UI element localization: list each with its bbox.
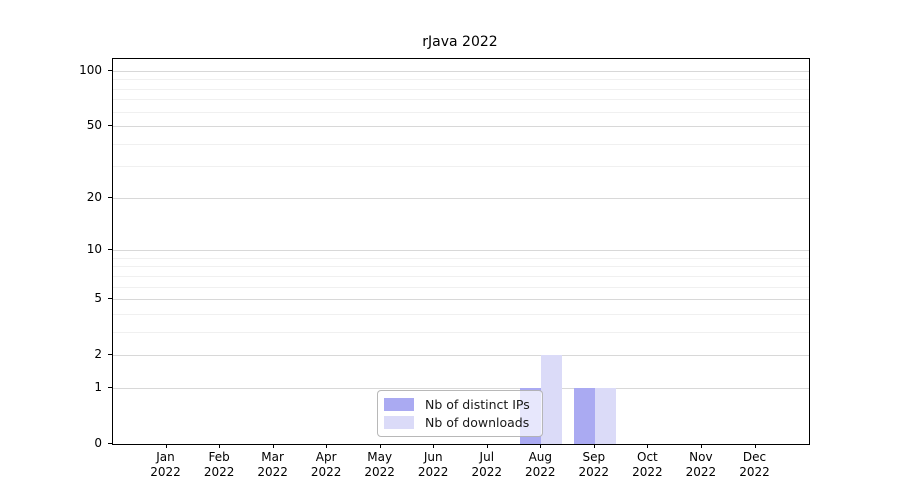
y-tick-label: 10 <box>86 242 102 257</box>
plot-area <box>112 58 810 445</box>
x-tick-mark <box>540 444 542 448</box>
y-tick-mark <box>108 69 112 71</box>
gridline-minor <box>113 313 809 315</box>
y-tick-mark <box>108 443 112 444</box>
y-tick-mark <box>108 249 112 251</box>
y-tick-mark <box>108 298 112 300</box>
x-tick-year: 2022 <box>364 465 395 479</box>
x-tick-month: Jul <box>479 450 495 464</box>
x-tick-label: Oct 2022 <box>615 450 679 480</box>
x-tick-label: Mar 2022 <box>241 450 305 480</box>
x-tick-label: Apr 2022 <box>294 450 358 480</box>
y-tick-mark <box>108 387 112 388</box>
gridline-minor <box>113 143 809 145</box>
x-tick-year: 2022 <box>471 465 503 479</box>
gridline-minor <box>113 275 809 277</box>
x-tick-year: 2022 <box>150 465 181 479</box>
gridline-minor <box>113 79 809 81</box>
x-tick-year: 2022 <box>685 465 717 479</box>
x-tick-month: Nov <box>689 450 713 464</box>
x-tick-label: Jun 2022 <box>401 450 465 480</box>
x-tick-month: Jan <box>156 450 175 464</box>
gridline-minor <box>113 111 809 113</box>
x-tick-label: May 2022 <box>348 450 412 480</box>
x-tick-mark <box>433 444 435 448</box>
y-tick-mark <box>108 354 112 356</box>
x-tick-month: May <box>367 450 393 464</box>
x-tick-label: Nov 2022 <box>669 450 733 480</box>
x-tick-month: Dec <box>742 450 767 464</box>
y-tick-mark <box>108 196 112 198</box>
x-tick-month: Oct <box>637 450 658 464</box>
bar-downloads <box>541 355 563 444</box>
gridline-major <box>113 197 809 199</box>
x-tick-mark <box>165 444 167 448</box>
y-tick-label: 100 <box>79 62 102 77</box>
x-tick-mark <box>219 444 221 448</box>
gridline-major <box>113 250 809 252</box>
y-tick-label: 20 <box>86 189 102 204</box>
y-tick-label: 50 <box>86 118 102 133</box>
legend-label: Nb of downloads <box>425 415 530 431</box>
x-tick-year: 2022 <box>257 465 288 479</box>
x-tick-year: 2022 <box>417 465 449 479</box>
x-tick-year: 2022 <box>310 465 342 479</box>
x-tick-label: Dec 2022 <box>723 450 787 480</box>
x-tick-month: Mar <box>261 450 284 464</box>
x-tick-month: Sep <box>582 450 606 464</box>
gridline-minor <box>113 286 809 288</box>
gridline-major <box>113 70 809 72</box>
legend: Nb of distinct IPs Nb of downloads <box>377 390 543 437</box>
legend-swatch-distinct-ips <box>384 397 414 411</box>
x-tick-month: Feb <box>208 450 230 464</box>
y-tick-label: 2 <box>94 347 102 362</box>
x-tick-year: 2022 <box>578 465 610 479</box>
gridline-minor <box>113 99 809 101</box>
x-tick-label: Feb 2022 <box>187 450 251 480</box>
x-tick-year: 2022 <box>632 465 663 479</box>
x-tick-month: Aug <box>528 450 553 464</box>
x-tick-mark <box>754 444 756 448</box>
chart-title: rJava 2022 <box>422 34 498 50</box>
gridline-minor <box>113 266 809 268</box>
x-tick-mark <box>593 444 595 448</box>
x-tick-label: Jan 2022 <box>134 450 198 480</box>
x-tick-month: Apr <box>315 450 337 464</box>
gridline-minor <box>113 166 809 168</box>
x-tick-mark <box>379 444 381 448</box>
x-tick-mark <box>700 444 702 448</box>
bar-downloads <box>594 388 616 444</box>
legend-swatch-downloads <box>384 416 414 430</box>
bar-distinct-ips <box>573 388 595 444</box>
y-tick-label: 1 <box>94 380 102 394</box>
gridline-major <box>113 388 809 389</box>
x-tick-year: 2022 <box>525 465 556 479</box>
gridline-major <box>113 299 809 301</box>
gridline-minor <box>113 257 809 259</box>
x-tick-label: Aug 2022 <box>508 450 572 480</box>
x-tick-mark <box>326 444 328 448</box>
x-tick-label: Jul 2022 <box>455 450 519 480</box>
legend-row: Nb of distinct IPs <box>384 395 534 413</box>
legend-label: Nb of distinct IPs <box>425 396 530 412</box>
gridline-minor <box>113 331 809 333</box>
x-tick-year: 2022 <box>203 465 235 479</box>
x-tick-mark <box>647 444 649 448</box>
x-tick-year: 2022 <box>739 465 770 479</box>
x-tick-mark <box>486 444 488 448</box>
y-tick-label: 5 <box>94 291 102 306</box>
y-tick-mark <box>108 125 112 127</box>
x-tick-mark <box>272 444 274 448</box>
x-tick-label: Sep 2022 <box>562 450 626 480</box>
gridline-major <box>113 126 809 128</box>
y-tick-label: 0 <box>94 436 102 450</box>
gridline-major <box>113 355 809 357</box>
gridline-minor <box>113 88 809 90</box>
legend-row: Nb of downloads <box>384 414 534 432</box>
x-tick-month: Jun <box>423 450 443 464</box>
